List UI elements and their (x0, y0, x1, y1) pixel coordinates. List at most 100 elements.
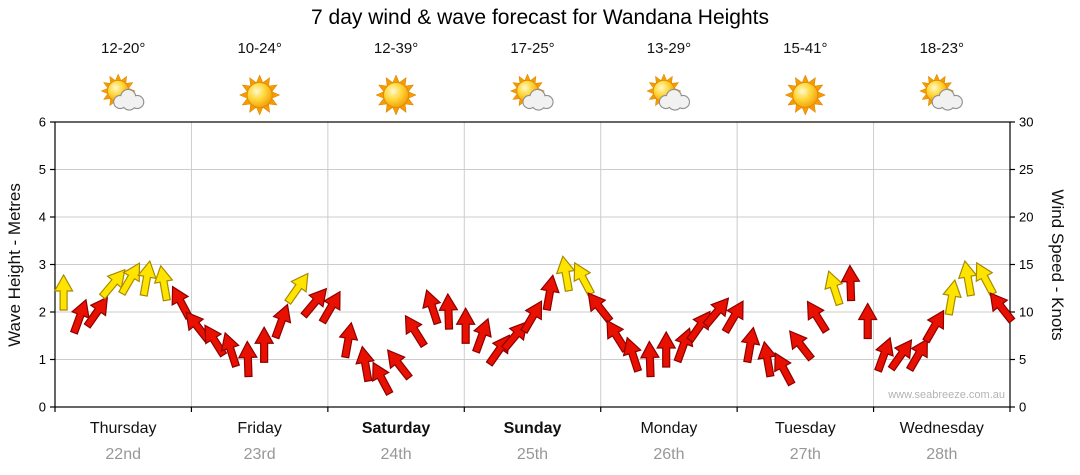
day-date: 26th (653, 446, 685, 463)
wind-arrow (857, 302, 878, 340)
day-name: Friday (237, 420, 282, 437)
right-tick-label: 5 (1019, 352, 1026, 367)
left-tick-label: 0 (39, 400, 46, 415)
sun-icon-group (375, 74, 417, 116)
wind-arrow (520, 300, 543, 335)
wind-arrow (355, 345, 376, 383)
wind-arrow (639, 340, 660, 378)
right-tick-label: 30 (1019, 115, 1033, 130)
wind-arrow (905, 338, 928, 373)
cloud-icon (658, 88, 691, 111)
sun-cloud-icon-group (919, 73, 963, 111)
day-temp: 15-41° (783, 40, 828, 57)
wind-arrow (69, 298, 90, 335)
right-axis-title: Wind Speed - Knots (1048, 189, 1067, 341)
wind-arrow (540, 274, 560, 312)
wind-arrow (887, 339, 913, 372)
wind-arrow (789, 330, 815, 362)
wind-arrow (472, 317, 492, 354)
sun-icon (375, 74, 417, 116)
wind-arrow (922, 309, 945, 344)
day-name: Sunday (503, 420, 562, 437)
wind-arrow (220, 331, 241, 369)
day-date: 24th (380, 446, 412, 463)
day-date: 28th (926, 446, 958, 463)
axis-ticks (50, 121, 1015, 412)
wind-arrow (721, 300, 744, 335)
sun-cloud-icon-group (646, 73, 691, 111)
wind-arrow (372, 361, 394, 396)
wind-arrow (404, 314, 428, 349)
wind-arrow (422, 288, 442, 326)
right-tick-label: 25 (1019, 162, 1033, 177)
gridlines (55, 122, 1010, 407)
wind-arrow (757, 340, 778, 378)
watermark: www.seabreeze.com.au (888, 389, 1005, 401)
wind-arrow (171, 285, 193, 320)
cloud-icon (113, 88, 145, 111)
wind-arrow (284, 272, 309, 306)
wind-arrow (318, 290, 341, 325)
day-temp: 18-23° (919, 40, 964, 57)
wind-arrow (656, 330, 677, 368)
day-date: 22nd (105, 446, 141, 463)
wind-arrow (840, 264, 861, 302)
wind-arrow (587, 292, 614, 324)
page-title: 7 day wind & wave forecast for Wandana H… (311, 6, 769, 29)
wind-arrow (300, 287, 328, 319)
wind-arrow (53, 273, 74, 311)
wind-arrow (702, 297, 730, 329)
wind-arrow (254, 326, 275, 363)
left-tick-label: 5 (39, 162, 46, 177)
wind-arrows (53, 255, 1016, 396)
day-temp: 12-20° (101, 40, 146, 57)
left-tick-label: 3 (39, 257, 46, 272)
day-name: Thursday (89, 420, 157, 437)
wind-arrow (957, 259, 978, 297)
left-tick-label: 2 (39, 305, 46, 320)
wind-arrow (455, 307, 476, 344)
wind-arrow (740, 326, 761, 364)
left-tick-label: 4 (39, 210, 46, 225)
day-date: 23rd (243, 446, 276, 463)
wind-arrow (942, 278, 962, 316)
wind-arrow (824, 269, 844, 307)
wind-arrow (118, 262, 141, 297)
wind-arrow (774, 352, 796, 387)
wind-arrow (622, 336, 643, 373)
axis-tick-labels: 0 1 2 3 4 5 6 0 5 10 15 20 25 30 (39, 115, 1034, 415)
wind-arrow (83, 296, 109, 329)
wind-arrow (137, 259, 157, 297)
right-tick-label: 15 (1019, 257, 1033, 272)
sun-cloud-icon-group (100, 73, 145, 111)
sun-icon (100, 73, 136, 109)
day-name: Tuesday (774, 420, 836, 437)
cloud-icon (931, 88, 963, 111)
wind-arrow (98, 268, 126, 300)
right-tick-label: 20 (1019, 210, 1033, 225)
wind-arrow (386, 349, 413, 381)
cloud-icon (522, 88, 554, 111)
wind-arrow (555, 255, 576, 293)
sun-icon (239, 74, 281, 116)
day-temp: 13-29° (646, 40, 692, 57)
wind-arrow (975, 261, 998, 297)
sun-icon (784, 74, 826, 116)
day-temp: 12-39° (373, 40, 419, 57)
day-name: Saturday (361, 420, 431, 437)
wind-arrow (874, 336, 894, 373)
day-temp: 10-24° (237, 40, 282, 57)
left-tick-label: 6 (39, 115, 46, 130)
left-axis-title: Wave Height - Metres (5, 183, 24, 347)
day-date: 27th (789, 446, 821, 463)
day-name: Wednesday (899, 420, 984, 437)
wind-arrow (438, 292, 459, 330)
wind-arrow (271, 303, 292, 340)
sun-icon-group (784, 74, 826, 116)
wind-arrow (573, 261, 595, 297)
day-date: 25th (516, 446, 549, 463)
day-temp: 17-25° (510, 40, 555, 57)
sun-cloud-icon-group (509, 73, 554, 111)
